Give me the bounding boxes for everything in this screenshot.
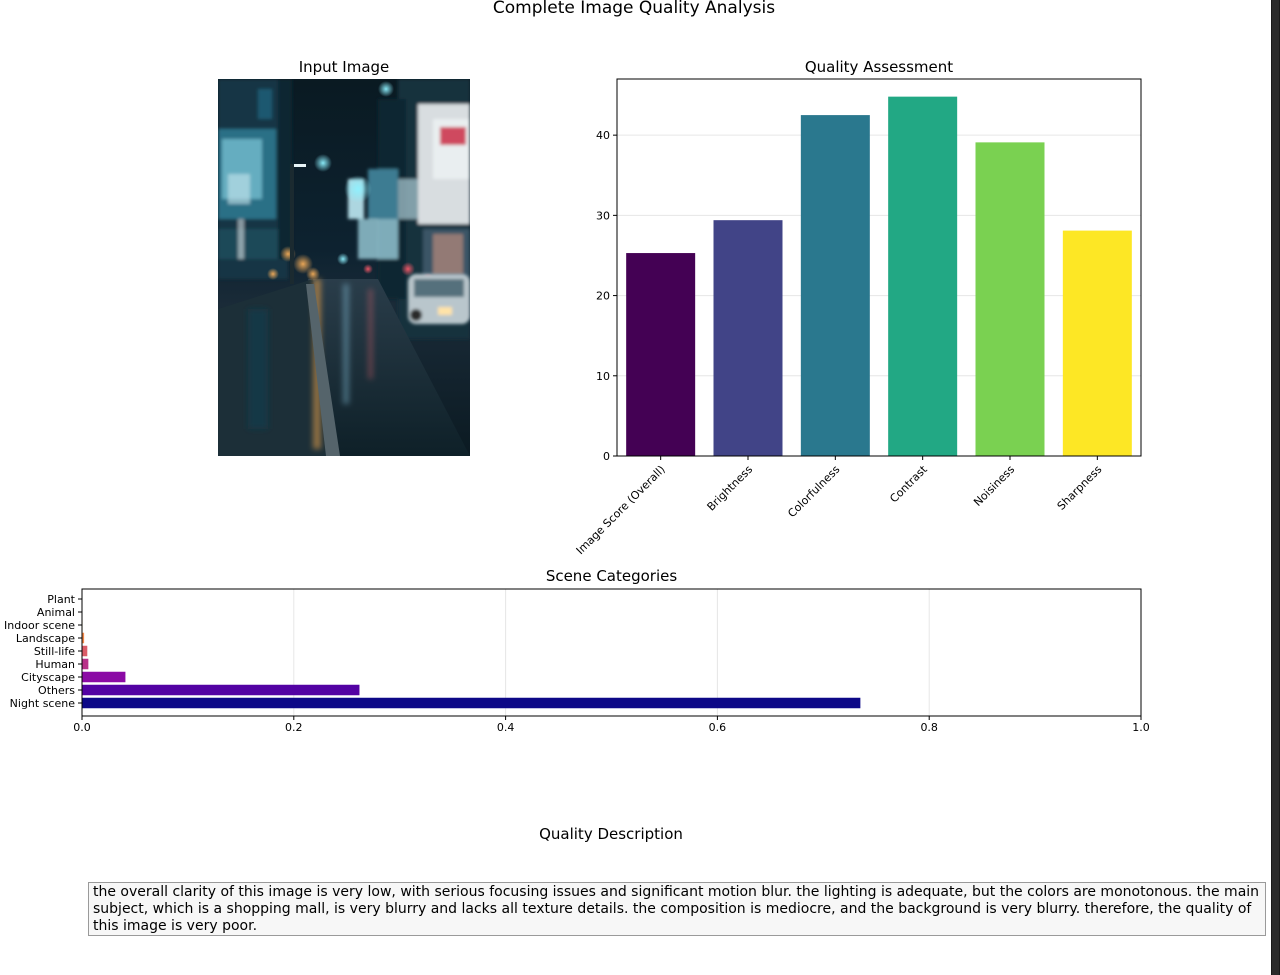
x-tick-label: Contrast: [887, 462, 930, 505]
figure-title: Complete Image Quality Analysis: [492, 0, 776, 18]
bar-still-life: [82, 645, 88, 657]
bar-noisiness: [975, 142, 1045, 456]
y-tick-label: 20: [596, 290, 610, 303]
x-tick-label: Image Score (Overall): [574, 463, 668, 557]
bar-contrast: [888, 96, 958, 457]
bar-sharpness: [1062, 230, 1132, 456]
bar-image-score-overall-: [626, 253, 696, 456]
bar-brightness: [713, 220, 783, 456]
y-tick-label: 30: [596, 209, 610, 222]
bar-cityscape: [82, 671, 126, 683]
description-box: the overall clarity of this image is ver…: [88, 882, 1266, 936]
bar-others: [82, 684, 360, 696]
y-tick-label: Human: [35, 658, 75, 671]
y-tick-label: 10: [596, 370, 610, 383]
night-street-photo: [218, 79, 470, 456]
y-tick-label: Animal: [37, 606, 75, 619]
y-tick-label: 0: [603, 450, 610, 463]
x-tick-label: 0.2: [285, 721, 303, 734]
x-tick-label: 1.0: [1132, 721, 1150, 734]
y-tick-label: 40: [596, 129, 610, 142]
y-tick-label: Indoor scene: [4, 619, 75, 632]
scene-categories-chart: Night sceneOthersCityscapeHumanStill-lif…: [4, 588, 1150, 734]
x-tick-label: 0.4: [497, 721, 515, 734]
x-tick-label: Sharpness: [1055, 463, 1105, 513]
y-tick-label: Still-life: [34, 645, 75, 658]
scene-chart-title: Scene Categories: [545, 567, 678, 585]
x-tick-label: 0.0: [73, 721, 91, 734]
x-tick-label: Colorfulness: [785, 463, 842, 520]
y-tick-label: Night scene: [10, 697, 76, 710]
x-tick-label: 0.8: [920, 721, 938, 734]
window-edge: [1271, 0, 1280, 975]
y-tick-label: Landscape: [16, 632, 75, 645]
plot-frame: [81, 588, 1142, 717]
x-tick-label: Brightness: [704, 463, 755, 514]
bar-landscape: [82, 632, 85, 644]
y-tick-label: Cityscape: [21, 671, 75, 684]
y-tick-label: Plant: [47, 593, 75, 606]
bar-human: [82, 658, 89, 670]
x-tick-label: Noisiness: [971, 463, 1017, 509]
image-panel-title: Input Image: [298, 58, 390, 76]
bar-colorfulness: [800, 115, 870, 457]
description-title: Quality Description: [539, 825, 683, 843]
x-tick-label: 0.6: [709, 721, 727, 734]
input-image: [218, 79, 470, 456]
quality-assessment-chart: Image Score (Overall) Brightness Colorfuln…: [574, 78, 1142, 557]
quality-chart-title: Quality Assessment: [804, 58, 954, 76]
plot-frame: [616, 78, 1142, 457]
bar-night-scene: [82, 697, 861, 709]
y-tick-label: Others: [38, 684, 75, 697]
